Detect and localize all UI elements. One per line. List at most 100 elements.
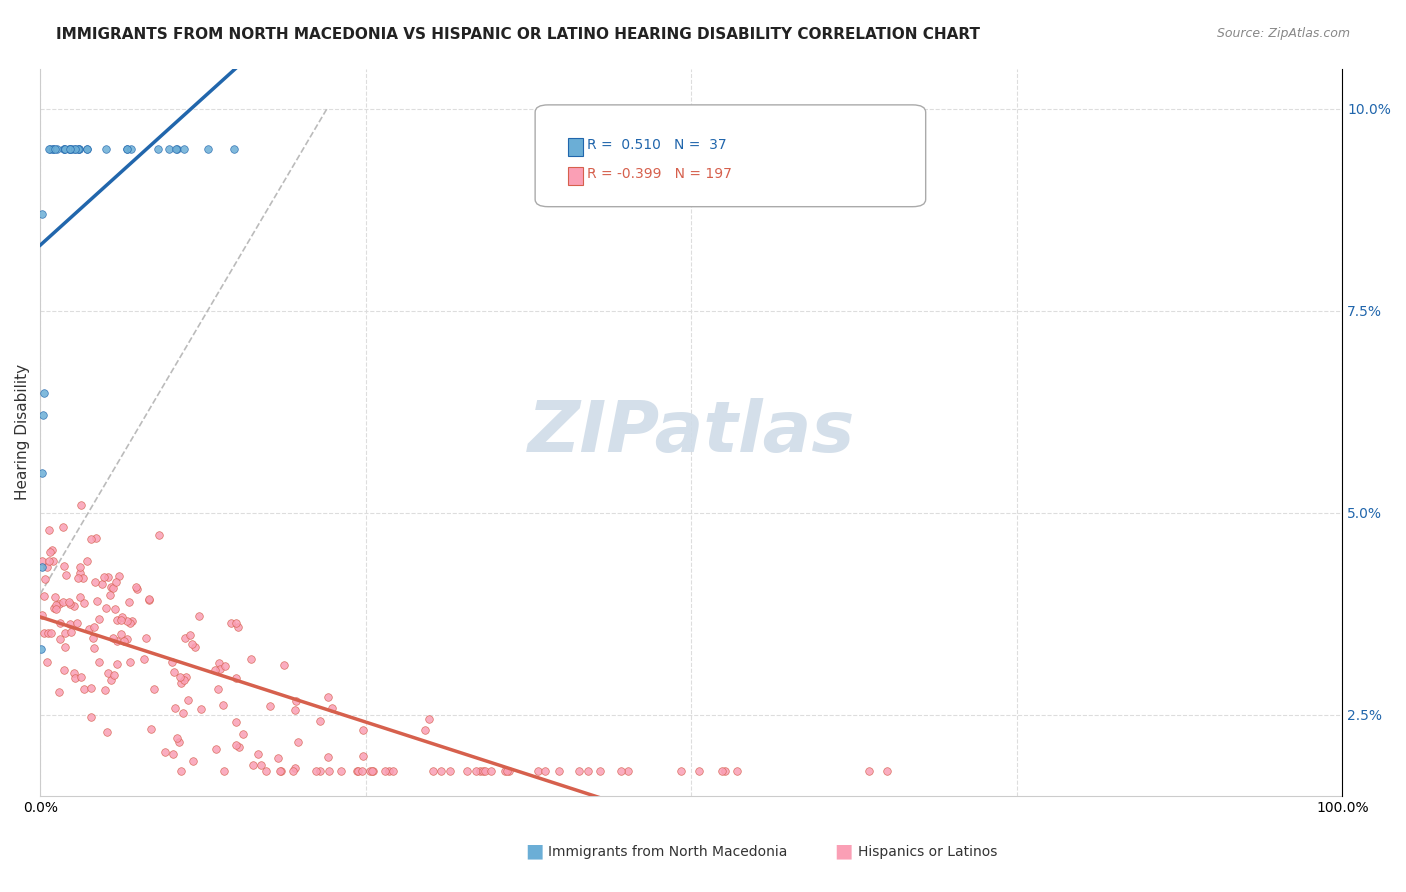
Hispanics or Latinos — [69, 591, 91, 605]
Hispanics or Latinos — [374, 764, 396, 779]
Hispanics or Latinos — [259, 699, 281, 714]
Hispanics or Latinos — [496, 764, 519, 779]
Hispanics or Latinos — [346, 764, 368, 779]
Hispanics or Latinos — [225, 738, 247, 752]
Hispanics or Latinos — [470, 764, 492, 779]
Hispanics or Latinos — [167, 735, 190, 749]
Hispanics or Latinos — [73, 681, 96, 696]
Y-axis label: Hearing Disability: Hearing Disability — [15, 364, 30, 500]
Hispanics or Latinos — [80, 681, 103, 695]
Hispanics or Latinos — [576, 764, 599, 779]
Hispanics or Latinos — [138, 592, 160, 607]
Hispanics or Latinos — [48, 685, 70, 699]
Hispanics or Latinos — [240, 651, 263, 665]
Hispanics or Latinos — [172, 706, 194, 720]
Hispanics or Latinos — [547, 764, 569, 779]
Immigrants from North Macedonia — [32, 409, 55, 423]
Hispanics or Latinos — [204, 663, 226, 677]
Hispanics or Latinos — [316, 750, 339, 764]
Hispanics or Latinos — [711, 764, 734, 779]
Hispanics or Latinos — [568, 764, 591, 779]
Immigrants from North Macedonia — [59, 142, 82, 156]
Hispanics or Latinos — [166, 731, 188, 745]
Text: ■: ■ — [524, 841, 544, 860]
Hispanics or Latinos — [132, 651, 155, 665]
Hispanics or Latinos — [418, 712, 440, 726]
Hispanics or Latinos — [59, 597, 82, 611]
Hispanics or Latinos — [713, 764, 735, 779]
Hispanics or Latinos — [103, 581, 125, 595]
Hispanics or Latinos — [266, 751, 288, 765]
Hispanics or Latinos — [173, 673, 195, 688]
Hispanics or Latinos — [617, 764, 640, 779]
Hispanics or Latinos — [318, 764, 340, 779]
Hispanics or Latinos — [100, 580, 122, 594]
Hispanics or Latinos — [111, 610, 134, 624]
Bar — [568, 167, 583, 185]
Hispanics or Latinos — [148, 528, 170, 542]
Hispanics or Latinos — [142, 681, 165, 696]
Hispanics or Latinos — [671, 764, 693, 779]
Hispanics or Latinos — [42, 600, 65, 615]
Immigrants from North Macedonia — [166, 142, 188, 156]
Hispanics or Latinos — [430, 764, 453, 779]
Hispanics or Latinos — [725, 764, 748, 779]
Hispanics or Latinos — [62, 666, 84, 681]
Hispanics or Latinos — [96, 724, 118, 739]
Immigrants from North Macedonia — [53, 142, 76, 156]
Hispanics or Latinos — [352, 764, 374, 779]
Hispanics or Latinos — [876, 764, 898, 779]
Hispanics or Latinos — [121, 614, 143, 628]
Immigrants from North Macedonia — [30, 642, 52, 657]
Immigrants from North Macedonia — [173, 142, 195, 156]
Hispanics or Latinos — [527, 764, 550, 779]
Hispanics or Latinos — [187, 608, 209, 623]
Immigrants from North Macedonia — [157, 142, 180, 156]
Hispanics or Latinos — [347, 764, 370, 779]
Hispanics or Latinos — [52, 520, 75, 534]
Immigrants from North Macedonia — [67, 142, 90, 156]
Hispanics or Latinos — [273, 657, 295, 672]
Hispanics or Latinos — [105, 634, 128, 648]
Immigrants from North Macedonia — [32, 386, 55, 401]
Hispanics or Latinos — [118, 595, 141, 609]
Hispanics or Latinos — [465, 764, 488, 779]
Hispanics or Latinos — [160, 656, 183, 670]
Hispanics or Latinos — [163, 700, 186, 714]
Hispanics or Latinos — [38, 523, 60, 537]
Hispanics or Latinos — [66, 571, 89, 585]
Hispanics or Latinos — [97, 665, 120, 680]
Text: Source: ZipAtlas.com: Source: ZipAtlas.com — [1216, 27, 1350, 40]
Hispanics or Latinos — [283, 764, 305, 779]
Immigrants from North Macedonia — [120, 142, 142, 156]
Hispanics or Latinos — [94, 600, 117, 615]
Immigrants from North Macedonia — [38, 142, 60, 156]
Hispanics or Latinos — [100, 673, 122, 687]
Hispanics or Latinos — [105, 613, 128, 627]
Hispanics or Latinos — [228, 740, 250, 755]
Hispanics or Latinos — [39, 625, 62, 640]
Immigrants from North Macedonia — [76, 142, 98, 156]
Hispanics or Latinos — [86, 593, 108, 607]
Hispanics or Latinos — [352, 749, 374, 764]
Immigrants from North Macedonia — [53, 142, 76, 156]
Hispanics or Latinos — [112, 634, 135, 648]
Hispanics or Latinos — [38, 554, 60, 568]
Hispanics or Latinos — [214, 658, 236, 673]
Hispanics or Latinos — [59, 625, 82, 640]
Hispanics or Latinos — [34, 625, 56, 640]
Hispanics or Latinos — [250, 757, 273, 772]
Hispanics or Latinos — [94, 682, 117, 697]
FancyBboxPatch shape — [536, 105, 925, 207]
Hispanics or Latinos — [225, 714, 247, 729]
Immigrants from North Macedonia — [31, 207, 53, 221]
Hispanics or Latinos — [44, 590, 66, 604]
Hispanics or Latinos — [115, 632, 138, 646]
Hispanics or Latinos — [352, 723, 374, 737]
Text: ■: ■ — [834, 841, 853, 860]
Hispanics or Latinos — [42, 554, 65, 568]
Immigrants from North Macedonia — [222, 142, 245, 156]
Hispanics or Latinos — [41, 543, 63, 558]
Hispanics or Latinos — [381, 764, 404, 779]
Hispanics or Latinos — [180, 636, 202, 650]
